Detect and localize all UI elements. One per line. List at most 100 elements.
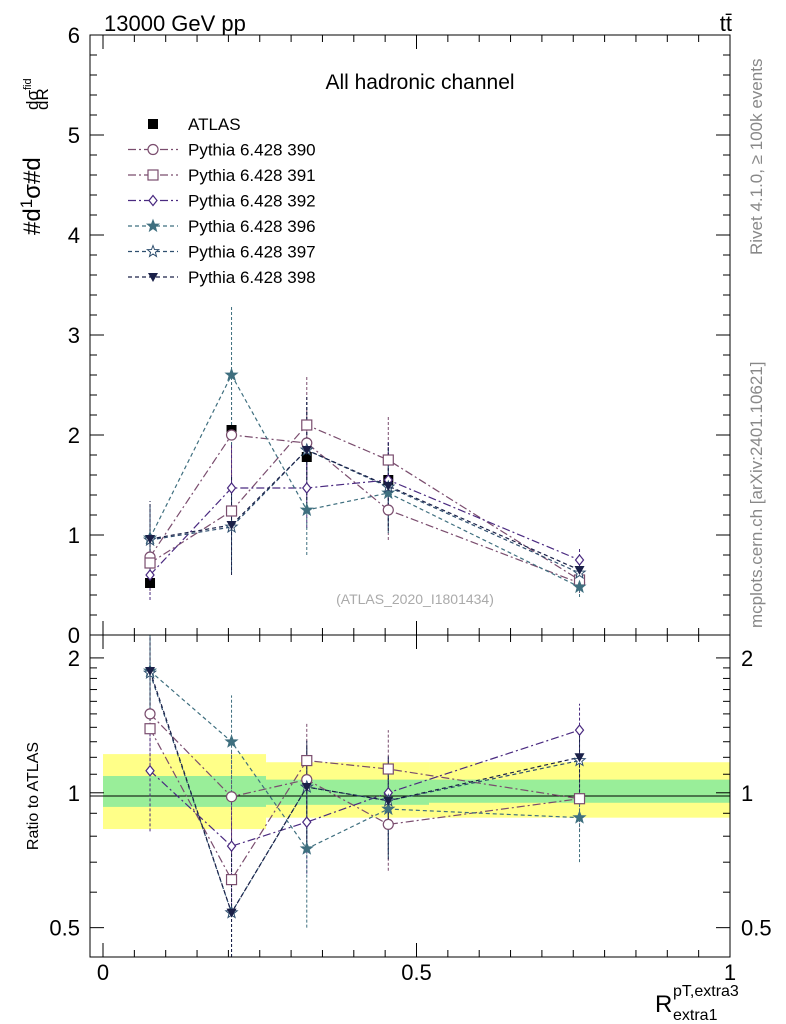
legend-label: Pythia 6.428 397 bbox=[188, 243, 316, 262]
series-line-5 bbox=[149, 449, 580, 574]
series-line-1 bbox=[149, 434, 580, 584]
ratio-series-line-1 bbox=[149, 728, 580, 881]
ratio-data-point bbox=[301, 754, 313, 767]
data-point bbox=[574, 554, 585, 566]
legend-marker bbox=[145, 218, 161, 233]
x-tick-label: 1 bbox=[724, 960, 736, 985]
ratio-series-line-2 bbox=[149, 729, 580, 847]
legend-label: Pythia 6.428 391 bbox=[188, 166, 316, 185]
ratio-data-point bbox=[226, 840, 237, 853]
legend-marker bbox=[148, 273, 158, 282]
main-y-tick-label: 0 bbox=[68, 623, 80, 648]
side-label-top: Rivet 4.1.0, ≥ 100k events bbox=[747, 59, 766, 255]
main-y-tick-label: 5 bbox=[68, 123, 80, 148]
inner-band bbox=[266, 779, 430, 805]
ratio-data-point bbox=[573, 793, 586, 805]
x-tick-label: 0 bbox=[97, 960, 109, 985]
ratio-data-point bbox=[574, 724, 585, 737]
analysis-watermark: (ATLAS_2020_I1801434) bbox=[336, 591, 494, 607]
data-point bbox=[225, 429, 238, 441]
ratio-plot-panel: 0.5 0.51 12 20 0.5 1 Ratio to ATLAS bbox=[25, 634, 772, 985]
legend-marker bbox=[145, 244, 161, 258]
ratio-data-point bbox=[299, 841, 314, 855]
data-point bbox=[144, 557, 156, 569]
legend: ATLAS Pythia 6.428 390 Pythia 6.428 391 Pyt… bbox=[128, 115, 316, 287]
x-axis-label-sup: pT,extra3 bbox=[673, 983, 739, 1000]
legend-label: ATLAS bbox=[188, 115, 241, 134]
main-series-markers bbox=[142, 367, 587, 594]
ratio-y-tick-label-right: 1 bbox=[741, 781, 753, 806]
data-point bbox=[574, 566, 585, 575]
ratio-y-tick-label-right: 2 bbox=[741, 646, 753, 671]
x-axis-label: R pT,extra3 extra1 bbox=[655, 983, 739, 1024]
ratio-data-point bbox=[383, 796, 394, 806]
ratio-series-markers bbox=[142, 663, 587, 919]
ratio-data-point bbox=[572, 810, 587, 824]
data-point bbox=[145, 569, 155, 581]
x-tick-label: 0.5 bbox=[401, 960, 432, 985]
data-point bbox=[145, 578, 156, 588]
legend-label: Pythia 6.428 392 bbox=[188, 192, 316, 211]
x-axis-label-base: R bbox=[655, 991, 672, 1018]
data-point bbox=[301, 446, 312, 455]
legend-label: Pythia 6.428 398 bbox=[188, 268, 316, 287]
data-point bbox=[224, 367, 239, 382]
ratio-data-point bbox=[224, 734, 239, 748]
main-y-tick-label: 6 bbox=[68, 23, 80, 48]
main-y-axis-title: #d1σ#d bbox=[17, 157, 46, 235]
ratio-y-axis-label: Ratio to ATLAS bbox=[25, 742, 42, 850]
main-series-lines bbox=[149, 373, 580, 588]
main-y-tick-label: 2 bbox=[68, 423, 80, 448]
data-point bbox=[145, 535, 156, 544]
main-y-tick-label: 4 bbox=[68, 223, 80, 248]
data-point bbox=[226, 521, 237, 530]
ratio-y-tick-label: 2 bbox=[68, 646, 80, 671]
data-point bbox=[383, 482, 394, 491]
legend-marker bbox=[148, 119, 158, 129]
ratio-data-point bbox=[301, 783, 312, 793]
ratio-plot-frame bbox=[89, 634, 731, 958]
legend-marker bbox=[147, 143, 159, 156]
data-point bbox=[382, 454, 394, 466]
main-plot-panel: All hadronic channel (ATLAS_2020_I180143… bbox=[68, 23, 731, 648]
data-point bbox=[225, 505, 238, 517]
data-point bbox=[302, 482, 312, 494]
main-y-tick-label: 3 bbox=[68, 323, 80, 348]
ratio-y-tick-label: 1 bbox=[68, 781, 80, 806]
process-label: tt̄ bbox=[720, 11, 732, 36]
data-point bbox=[572, 579, 587, 594]
series-line-2 bbox=[149, 424, 580, 581]
data-point bbox=[299, 502, 314, 517]
ratio-data-point bbox=[145, 764, 155, 777]
ratio-data-point bbox=[225, 874, 238, 886]
ratio-y-tick-label-right: 0.5 bbox=[741, 916, 772, 941]
main-axes: 0 1 2 3 4 5 6 bbox=[68, 23, 731, 648]
ratio-data-point bbox=[382, 818, 394, 831]
data-point bbox=[301, 419, 313, 431]
ratio-uncertainty-bands bbox=[103, 754, 730, 830]
data-point bbox=[381, 485, 396, 500]
ratio-data-point bbox=[574, 753, 585, 763]
legend-marker bbox=[147, 169, 159, 181]
main-plot-frame bbox=[89, 34, 731, 636]
ratio-data-point bbox=[382, 763, 394, 775]
series-line-6 bbox=[149, 449, 580, 571]
main-y-tick-label: 1 bbox=[68, 523, 80, 548]
energy-label: 13000 GeV pp bbox=[104, 11, 246, 36]
legend-label: Pythia 6.428 396 bbox=[188, 217, 316, 236]
x-axis-label-sub: extra1 bbox=[673, 1007, 718, 1024]
main-chart-title: All hadronic channel bbox=[325, 71, 514, 94]
ratio-data-point bbox=[302, 816, 312, 829]
ratio-data-point bbox=[225, 791, 238, 803]
data-point bbox=[301, 452, 312, 462]
main-y-axis-sub: dR bbox=[33, 88, 52, 110]
side-label-bottom: mcplots.cern.ch [arXiv:2401.10621] bbox=[747, 362, 766, 628]
legend-label: Pythia 6.428 390 bbox=[188, 141, 316, 160]
ratio-data-point bbox=[144, 708, 156, 720]
main-y-axis-label: #d1σ#d dσfid dR bbox=[17, 78, 52, 235]
ratio-axes: 0.5 0.51 12 20 0.5 1 bbox=[49, 635, 772, 985]
legend-marker bbox=[148, 194, 158, 207]
data-point bbox=[382, 504, 394, 516]
ratio-data-point bbox=[144, 723, 156, 735]
